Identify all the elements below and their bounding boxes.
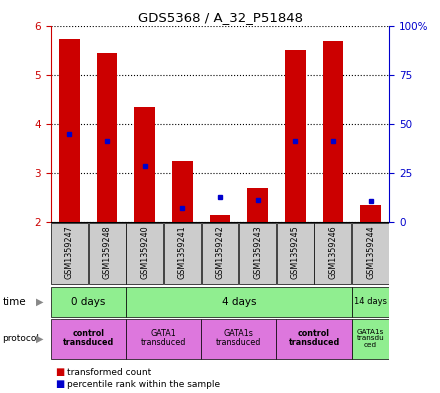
FancyBboxPatch shape [239, 223, 276, 284]
Text: transformed count: transformed count [67, 368, 151, 376]
FancyBboxPatch shape [276, 319, 352, 359]
Bar [247, 187, 268, 222]
Bar [59, 39, 80, 222]
FancyBboxPatch shape [126, 319, 201, 359]
Text: 4 days: 4 days [222, 297, 256, 307]
Text: GSM1359241: GSM1359241 [178, 226, 187, 279]
Text: GATA1
transduced: GATA1 transduced [141, 329, 186, 347]
Bar [134, 107, 155, 222]
Text: GSM1359243: GSM1359243 [253, 226, 262, 279]
Text: GSM1359248: GSM1359248 [103, 226, 112, 279]
Text: GATA1s
transduced: GATA1s transduced [216, 329, 261, 347]
Bar [172, 161, 193, 222]
FancyBboxPatch shape [352, 223, 389, 284]
Text: GSM1359244: GSM1359244 [366, 226, 375, 279]
Text: GSM1359245: GSM1359245 [291, 225, 300, 279]
Text: ■: ■ [55, 367, 64, 377]
Text: 0 days: 0 days [71, 297, 106, 307]
Text: GSM1359247: GSM1359247 [65, 225, 74, 279]
FancyBboxPatch shape [126, 223, 163, 284]
FancyBboxPatch shape [51, 319, 126, 359]
Text: protocol: protocol [2, 334, 39, 343]
Text: control
transduced: control transduced [62, 329, 114, 347]
Bar [209, 215, 231, 222]
Text: ■: ■ [55, 379, 64, 389]
FancyBboxPatch shape [51, 287, 126, 318]
Text: GSM1359242: GSM1359242 [216, 225, 224, 279]
Text: GATA1s
transdu
ced: GATA1s transdu ced [357, 329, 385, 348]
Bar [323, 41, 343, 222]
Text: 14 days: 14 days [354, 297, 387, 306]
Title: GDS5368 / A_32_P51848: GDS5368 / A_32_P51848 [138, 11, 303, 24]
FancyBboxPatch shape [164, 223, 201, 284]
FancyBboxPatch shape [352, 287, 389, 318]
FancyBboxPatch shape [126, 287, 352, 318]
Text: ▶: ▶ [36, 334, 44, 344]
FancyBboxPatch shape [315, 223, 352, 284]
FancyBboxPatch shape [277, 223, 314, 284]
FancyBboxPatch shape [352, 319, 389, 359]
FancyBboxPatch shape [51, 223, 88, 284]
Bar [97, 53, 117, 222]
Bar [285, 50, 306, 222]
FancyBboxPatch shape [202, 223, 238, 284]
Bar [360, 205, 381, 222]
Text: time: time [2, 297, 26, 307]
FancyBboxPatch shape [201, 319, 276, 359]
Text: GSM1359246: GSM1359246 [328, 226, 337, 279]
Text: control
transduced: control transduced [289, 329, 340, 347]
FancyBboxPatch shape [88, 223, 125, 284]
Text: percentile rank within the sample: percentile rank within the sample [67, 380, 220, 389]
Text: GSM1359240: GSM1359240 [140, 226, 149, 279]
Text: ▶: ▶ [36, 297, 44, 307]
